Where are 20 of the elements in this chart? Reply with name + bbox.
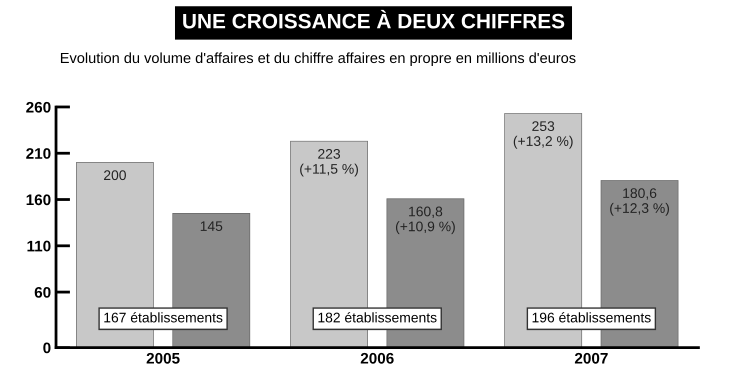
y-tick-label: 60 <box>34 286 51 298</box>
chart-title: UNE CROISSANCE À DEUX CHIFFRES <box>183 10 564 29</box>
annotation: 196 établissements <box>532 312 651 322</box>
y-tick-label: 260 <box>26 102 51 113</box>
x-tick-label: 2005 <box>146 352 180 364</box>
data-label: 180,6 (+12,3 %) <box>610 188 669 216</box>
chart-subtitle: Evolution du volume d'affaires et du chiffre affaires en propre en millions d'euros <box>60 52 576 66</box>
data-label: 223 (+11,5 %) <box>300 148 358 177</box>
y-tick-label: 110 <box>27 240 51 252</box>
annotation: 167 établissements <box>104 312 222 322</box>
data-label: 145 <box>200 221 222 232</box>
y-tick-label: 160 <box>26 194 51 206</box>
data-label: 200 <box>104 170 126 180</box>
data-label: 160,8 (+10,9 %) <box>396 206 455 234</box>
x-tick-label: 2006 <box>360 352 394 364</box>
y-tick-label: 210 <box>26 148 51 159</box>
annotation: 182 établissements <box>318 312 437 322</box>
y-tick-label: 0 <box>43 342 51 354</box>
data-label: 253 (+13,2 %) <box>514 121 573 149</box>
x-tick-label: 2007 <box>574 352 608 364</box>
